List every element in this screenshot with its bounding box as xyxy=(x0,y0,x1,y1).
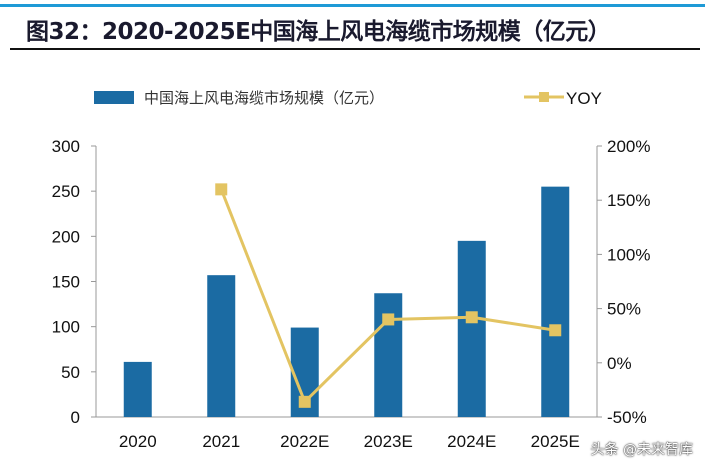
yoy-marker xyxy=(549,324,562,337)
right-tick-label: 0% xyxy=(607,354,632,373)
left-tick-label: 250 xyxy=(52,182,80,201)
left-tick-label: 100 xyxy=(52,318,80,337)
bar xyxy=(207,275,236,417)
right-tick-label: -50% xyxy=(607,408,647,427)
x-tick-label: 2024E xyxy=(447,432,496,451)
right-tick-label: 150% xyxy=(607,191,650,210)
legend-line-marker xyxy=(539,92,549,102)
bar xyxy=(457,240,486,417)
x-tick-label: 2025E xyxy=(531,432,580,451)
bar xyxy=(123,361,152,417)
yoy-marker xyxy=(298,395,311,408)
legend-bar-swatch xyxy=(94,91,134,104)
left-tick-label: 50 xyxy=(61,363,80,382)
watermark: 头条 @未来智库 xyxy=(590,442,693,458)
legend-line-label: YOY xyxy=(566,89,602,108)
left-tick-label: 0 xyxy=(71,408,80,427)
left-tick-label: 300 xyxy=(52,137,80,156)
x-tick-label: 2020 xyxy=(119,432,157,451)
left-tick-label: 150 xyxy=(52,273,80,292)
title-divider xyxy=(10,48,700,50)
chart-title: 图32：2020-2025E中国海上风电海缆市场规模（亿元） xyxy=(26,19,611,45)
right-tick-label: 50% xyxy=(607,300,641,319)
x-tick-label: 2021 xyxy=(202,432,240,451)
bar xyxy=(374,293,403,417)
right-tick-label: 100% xyxy=(607,245,650,264)
x-tick-label: 2022E xyxy=(280,432,329,451)
bar xyxy=(541,186,570,417)
legend-bar-label: 中国海上风电海缆市场规模（亿元） xyxy=(144,89,384,107)
x-tick-label: 2023E xyxy=(364,432,413,451)
right-tick-label: 200% xyxy=(607,137,650,156)
yoy-marker xyxy=(465,311,478,324)
yoy-marker xyxy=(382,313,395,326)
yoy-marker xyxy=(215,183,228,196)
left-tick-label: 200 xyxy=(52,227,80,246)
top-accent-line xyxy=(0,4,705,7)
